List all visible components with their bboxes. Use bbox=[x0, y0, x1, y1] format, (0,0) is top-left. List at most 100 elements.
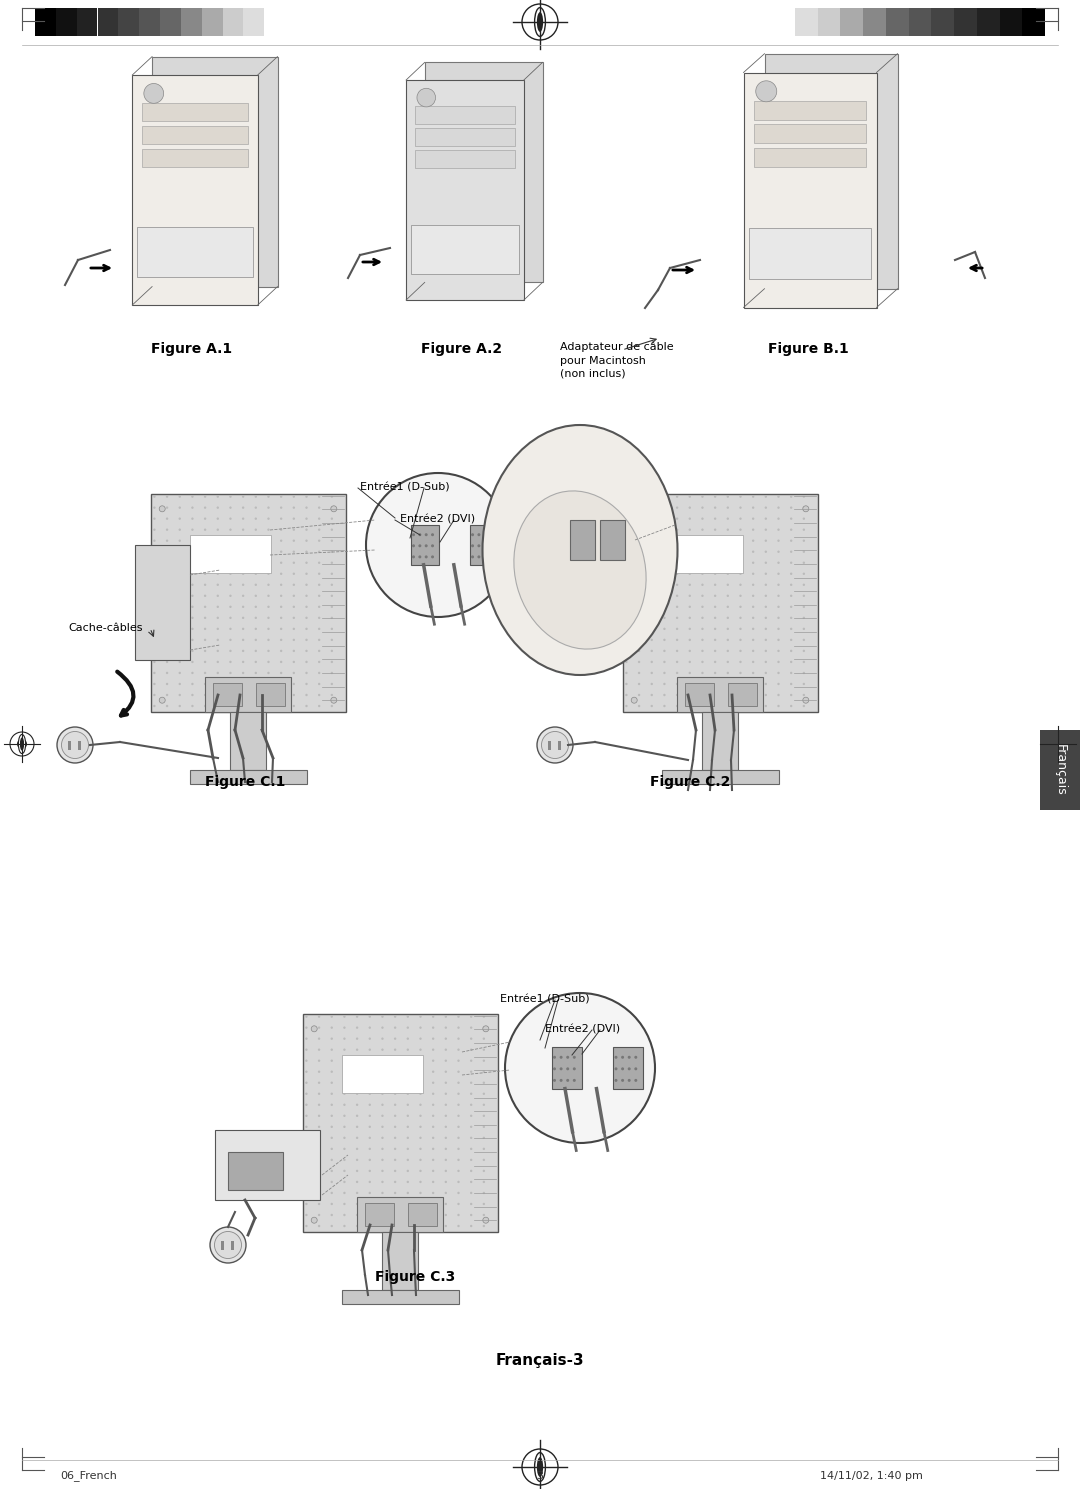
Circle shape bbox=[740, 639, 742, 642]
Text: Figure C.1: Figure C.1 bbox=[205, 774, 285, 789]
Circle shape bbox=[166, 539, 168, 542]
Bar bbox=[56, 7, 77, 36]
Circle shape bbox=[204, 704, 206, 707]
Circle shape bbox=[306, 1093, 308, 1094]
Circle shape bbox=[217, 683, 219, 685]
Circle shape bbox=[267, 606, 270, 608]
Circle shape bbox=[166, 683, 168, 685]
Circle shape bbox=[293, 573, 295, 575]
Circle shape bbox=[650, 573, 653, 575]
Circle shape bbox=[191, 561, 193, 564]
Circle shape bbox=[714, 704, 716, 707]
Bar bbox=[954, 7, 976, 36]
Circle shape bbox=[445, 1081, 447, 1084]
Bar bbox=[931, 7, 954, 36]
Circle shape bbox=[242, 704, 244, 707]
Circle shape bbox=[432, 1126, 434, 1129]
Circle shape bbox=[318, 539, 321, 542]
Circle shape bbox=[280, 496, 282, 497]
Circle shape bbox=[229, 539, 231, 542]
Circle shape bbox=[293, 584, 295, 587]
Circle shape bbox=[802, 539, 805, 542]
Circle shape bbox=[191, 616, 193, 619]
Circle shape bbox=[280, 616, 282, 619]
Circle shape bbox=[204, 672, 206, 675]
Circle shape bbox=[280, 704, 282, 707]
Circle shape bbox=[406, 1214, 409, 1217]
Bar bbox=[215, 1130, 320, 1200]
Circle shape bbox=[470, 1148, 472, 1150]
Circle shape bbox=[470, 1158, 472, 1161]
Circle shape bbox=[330, 1115, 333, 1117]
Circle shape bbox=[778, 584, 780, 587]
Circle shape bbox=[306, 561, 308, 564]
Circle shape bbox=[638, 561, 640, 564]
Circle shape bbox=[778, 561, 780, 564]
Circle shape bbox=[470, 1203, 472, 1205]
Circle shape bbox=[663, 661, 665, 663]
Polygon shape bbox=[743, 73, 877, 308]
Circle shape bbox=[714, 573, 716, 575]
Circle shape bbox=[676, 518, 678, 520]
Circle shape bbox=[356, 1203, 359, 1205]
Bar bbox=[600, 520, 625, 560]
Circle shape bbox=[676, 661, 678, 663]
Circle shape bbox=[419, 1048, 421, 1051]
Circle shape bbox=[625, 506, 627, 509]
Circle shape bbox=[778, 672, 780, 675]
Circle shape bbox=[318, 1126, 321, 1129]
Circle shape bbox=[343, 1038, 346, 1039]
Circle shape bbox=[676, 594, 678, 597]
Circle shape bbox=[727, 661, 729, 663]
Circle shape bbox=[330, 649, 333, 652]
Circle shape bbox=[318, 1060, 321, 1062]
Circle shape bbox=[778, 529, 780, 532]
Circle shape bbox=[318, 1225, 321, 1227]
Circle shape bbox=[406, 1225, 409, 1227]
Circle shape bbox=[280, 661, 282, 663]
Bar bbox=[570, 520, 595, 560]
Circle shape bbox=[293, 683, 295, 685]
Circle shape bbox=[765, 594, 767, 597]
Circle shape bbox=[204, 649, 206, 652]
Bar bbox=[863, 7, 886, 36]
Circle shape bbox=[483, 1136, 485, 1139]
Circle shape bbox=[306, 594, 308, 597]
Circle shape bbox=[166, 704, 168, 707]
Circle shape bbox=[153, 496, 156, 497]
Circle shape bbox=[625, 616, 627, 619]
Bar bbox=[754, 147, 866, 167]
Circle shape bbox=[204, 539, 206, 542]
Circle shape bbox=[727, 694, 729, 697]
Circle shape bbox=[343, 1148, 346, 1150]
Bar bbox=[139, 7, 160, 36]
Bar bbox=[549, 740, 552, 750]
Circle shape bbox=[178, 518, 181, 520]
Circle shape bbox=[765, 539, 767, 542]
Circle shape bbox=[293, 649, 295, 652]
Circle shape bbox=[714, 672, 716, 675]
Circle shape bbox=[740, 704, 742, 707]
Circle shape bbox=[406, 1136, 409, 1139]
Circle shape bbox=[663, 606, 665, 608]
Circle shape bbox=[778, 594, 780, 597]
Circle shape bbox=[740, 606, 742, 608]
Circle shape bbox=[432, 1148, 434, 1150]
Circle shape bbox=[267, 506, 270, 509]
Circle shape bbox=[166, 694, 168, 697]
Circle shape bbox=[318, 1093, 321, 1094]
Circle shape bbox=[267, 649, 270, 652]
Circle shape bbox=[778, 661, 780, 663]
Circle shape bbox=[280, 672, 282, 675]
Circle shape bbox=[255, 573, 257, 575]
Circle shape bbox=[432, 1136, 434, 1139]
Circle shape bbox=[368, 1203, 370, 1205]
Circle shape bbox=[242, 639, 244, 642]
Circle shape bbox=[714, 661, 716, 663]
Circle shape bbox=[789, 628, 793, 630]
Circle shape bbox=[330, 1203, 333, 1205]
Circle shape bbox=[318, 518, 321, 520]
Circle shape bbox=[445, 1225, 447, 1227]
Bar bbox=[180, 7, 202, 36]
Circle shape bbox=[255, 584, 257, 587]
